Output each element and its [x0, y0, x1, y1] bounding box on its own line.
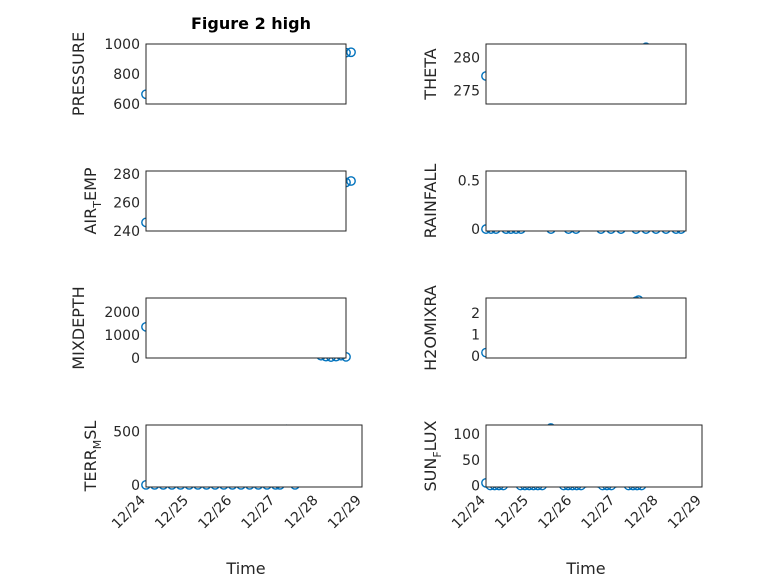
ytick-label: 0 — [471, 222, 480, 238]
ytick-label: 280 — [453, 50, 480, 66]
xaxis-label: Time — [225, 559, 265, 578]
ytick-label: 100 — [453, 427, 480, 443]
ytick-label: 600 — [113, 97, 140, 113]
ytick-label: 240 — [113, 224, 140, 240]
yaxis-label: TERRMSL — [81, 421, 104, 493]
ytick-label: 0 — [471, 478, 480, 494]
ytick-label: 1000 — [104, 37, 140, 53]
ytick-label: 1000 — [104, 328, 140, 344]
ytick-label: 0.5 — [458, 174, 480, 190]
ytick-label: 0 — [131, 478, 140, 494]
ytick-label: 280 — [113, 167, 140, 183]
xaxis-label: Time — [565, 559, 605, 578]
yaxis-label: H2OMIXRA — [421, 285, 440, 371]
subplot-rainfall: 0 0.5 RAINFALL — [421, 164, 687, 239]
ytick-label: 500 — [113, 424, 140, 440]
subplot-h2omixra: 0 1 2 H2OMIXRA — [421, 285, 687, 371]
axes-frame — [145, 43, 347, 105]
axes-frame — [145, 297, 347, 359]
yaxis-label: RAINFALL — [421, 164, 440, 239]
axes-frame — [485, 43, 687, 105]
ytick-label: 0 — [131, 351, 140, 367]
ytick-label: 50 — [462, 453, 480, 469]
figure-title: Figure 2 high — [191, 14, 311, 33]
ytick-label: 2 — [471, 306, 480, 322]
subplot-air_temp: 240 260 280 AIRTEMP — [81, 167, 356, 240]
yaxis-label: MIXDEPTH — [69, 286, 88, 369]
subplot-mixdepth: 0 1000 2000 MIXDEPTH — [69, 286, 351, 370]
axes-frame — [145, 424, 363, 488]
data-point — [346, 47, 356, 58]
subplot-pressure: 600 800 1000 PRESSURE — [69, 32, 356, 116]
ytick-label: 0 — [471, 349, 480, 365]
yaxis-label: PRESSURE — [69, 32, 88, 116]
axes-frame — [485, 297, 687, 359]
ytick-label: 260 — [113, 195, 140, 211]
yaxis-label: THETA — [421, 48, 440, 100]
axes-frame — [145, 170, 347, 232]
ytick-label: 800 — [113, 67, 140, 83]
ytick-label: 1 — [471, 327, 480, 343]
data-point — [346, 176, 356, 186]
yaxis-label: AIRTEMP — [81, 167, 104, 234]
axes-frame — [485, 170, 687, 232]
ytick-label: 2000 — [104, 305, 140, 321]
yaxis-label: SUNFLUX — [421, 420, 444, 491]
ytick-label: 275 — [453, 84, 480, 100]
axes-frame — [485, 424, 703, 488]
subplot-theta: 275 280 THETA — [421, 42, 687, 105]
